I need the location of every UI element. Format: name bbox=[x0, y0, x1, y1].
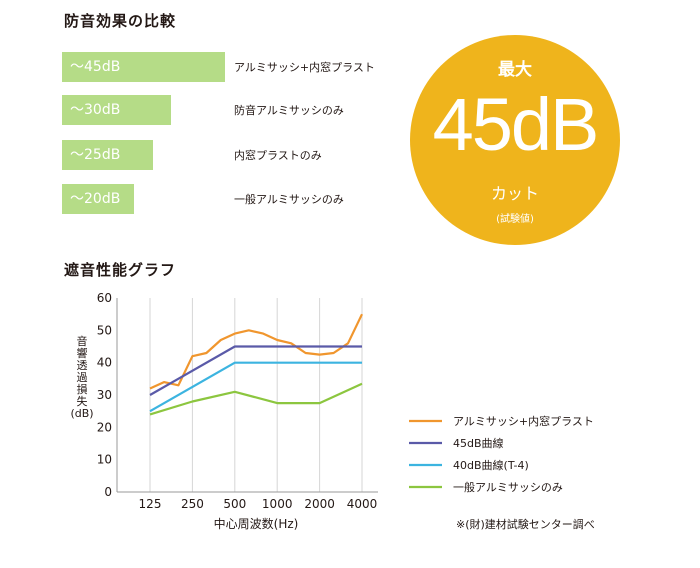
y-tick-label: 10 bbox=[97, 453, 112, 467]
chart-title: 遮音性能グラフ bbox=[64, 261, 177, 279]
series-line bbox=[149, 313, 363, 390]
comparison-title: 防音効果の比較 bbox=[64, 12, 177, 30]
comparison-bar: ～30dB bbox=[62, 95, 171, 125]
y-axis-label-char: 音 bbox=[77, 334, 88, 348]
y-axis-label-char: 失 bbox=[77, 395, 88, 408]
y-tick-label: 30 bbox=[97, 388, 112, 402]
badge-note: (試験値) bbox=[496, 214, 534, 225]
max-cut-badge: 最大 45dB カット (試験値) bbox=[410, 35, 620, 245]
y-tick-label: 0 bbox=[104, 485, 112, 499]
y-tick-label: 20 bbox=[97, 420, 112, 434]
x-tick-label: 2000 bbox=[304, 497, 335, 511]
comparison-bar: ～45dB bbox=[62, 52, 225, 82]
legend-label: 45dB曲線 bbox=[453, 436, 504, 450]
y-tick-label: 40 bbox=[97, 356, 112, 370]
badge-max-label: 最大 bbox=[498, 60, 532, 80]
x-tick-label: 250 bbox=[181, 497, 204, 511]
x-tick-label: 125 bbox=[139, 497, 162, 511]
comparison-bar: ～25dB bbox=[62, 140, 153, 170]
series-line bbox=[149, 361, 362, 413]
comparison-bar: ～20dB bbox=[62, 184, 134, 214]
comparison-desc: 防音アルミサッシのみ bbox=[234, 104, 344, 117]
y-tick-label: 50 bbox=[97, 323, 112, 337]
x-tick-label: 4000 bbox=[347, 497, 378, 511]
x-axis-label: 中心周波数(Hz) bbox=[214, 516, 299, 531]
series-line bbox=[149, 382, 363, 416]
y-axis-label-char: 過 bbox=[77, 371, 88, 384]
y-axis-label-char: 響 bbox=[77, 346, 88, 360]
y-axis-label-char: (dB) bbox=[70, 407, 93, 420]
series-line bbox=[149, 345, 362, 396]
y-axis-label-char: 透 bbox=[77, 359, 88, 372]
legend-label: 一般アルミサッシのみ bbox=[453, 481, 563, 494]
legend-label: 40dB曲線(T-4) bbox=[453, 458, 529, 472]
legend-label: アルミサッシ+内窓プラスト bbox=[453, 414, 594, 428]
comparison-desc: 一般アルミサッシのみ bbox=[234, 193, 344, 206]
comparison-desc: アルミサッシ+内窓プラスト bbox=[234, 61, 375, 74]
source-note: ※(財)建材試験センター調べ bbox=[456, 518, 595, 531]
x-tick-label: 1000 bbox=[262, 497, 293, 511]
badge-value: 45dB bbox=[432, 83, 600, 166]
y-tick-label: 60 bbox=[97, 291, 112, 305]
x-tick-label: 500 bbox=[223, 497, 246, 511]
badge-cut-label: カット bbox=[490, 184, 539, 203]
y-axis-label-char: 損 bbox=[77, 382, 88, 396]
comparison-desc: 内窓プラストのみ bbox=[234, 149, 322, 162]
